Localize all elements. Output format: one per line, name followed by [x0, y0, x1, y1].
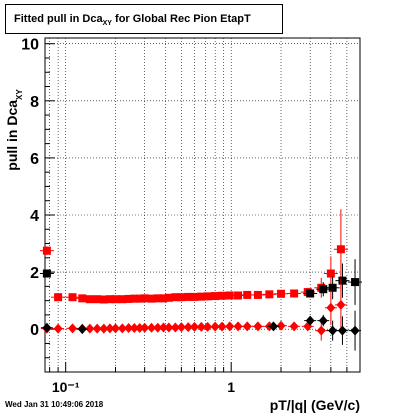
- y-tick-label: 8: [30, 94, 39, 111]
- chart-title: Fitted pull in DcaXY for Global Rec Pion…: [14, 13, 251, 27]
- x-tick-label: 10⁻¹: [52, 379, 80, 395]
- y-tick-label: 4: [30, 208, 39, 225]
- x-tick-label: 1: [227, 379, 235, 395]
- y-axis-title-text: pull in DcaXY: [4, 89, 24, 171]
- y-tick-label: 10: [21, 37, 39, 54]
- chart-title-box: Fitted pull in DcaXY for Global Rec Pion…: [5, 4, 283, 34]
- plot-frame: [44, 37, 361, 373]
- timestamp: Wed Jan 31 10:49:06 2018: [5, 400, 104, 409]
- y-axis-title: pull in DcaXY: [4, 89, 24, 171]
- x-axis-title: pT/|q| (GeV/c): [270, 397, 360, 413]
- y-tick-label: 6: [30, 151, 39, 168]
- y-tick-label: 0: [30, 322, 39, 339]
- y-tick-label: 2: [30, 265, 39, 282]
